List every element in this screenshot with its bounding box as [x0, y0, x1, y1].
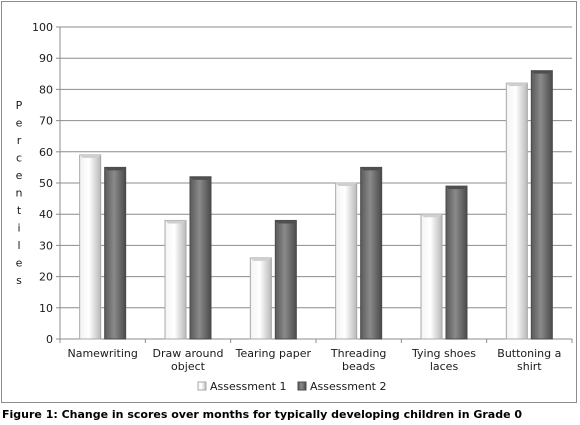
- bar-top-bevel: [275, 220, 297, 224]
- x-category-label: beads: [342, 360, 375, 373]
- bar-assessment-2: [530, 70, 553, 340]
- legend-label: Assessment 1: [210, 380, 286, 393]
- bar-assessment-2: [189, 176, 212, 340]
- x-category-label: Tearing paper: [235, 347, 312, 360]
- y-axis-title-letter: t: [17, 204, 22, 217]
- bar-assessment-1: [164, 219, 187, 340]
- bar-assessment-1: [420, 213, 443, 340]
- x-category-label: object: [171, 360, 206, 373]
- x-category-label: shirt: [517, 360, 542, 373]
- axis-labels: 0 10 20 30 40 50 60 70 80 90 100 Namewriting Draw ar…: [16, 21, 562, 373]
- y-axis-title-letter: l: [17, 239, 20, 252]
- bar-top-bevel: [79, 154, 101, 158]
- x-category-label: Tying shoes: [411, 347, 476, 360]
- axes: [56, 26, 573, 343]
- y-axis-title-letter: n: [16, 187, 23, 200]
- legend-swatch: [197, 381, 207, 391]
- chart-frame: 0 10 20 30 40 50 60 70 80 90 100 Namewriting Draw ar…: [1, 1, 577, 403]
- legend-swatch: [297, 381, 307, 391]
- y-tick-label: 0: [46, 333, 53, 346]
- bar-assessment-2: [445, 185, 468, 340]
- bar-assessment-2: [274, 219, 297, 340]
- bar-chart: 0 10 20 30 40 50 60 70 80 90 100 Namewriting Draw ar…: [16, 21, 573, 393]
- y-axis-title-letter: e: [16, 169, 23, 182]
- figure-caption: Figure 1: Change in scores over months f…: [2, 408, 523, 421]
- bar-top-bevel: [335, 183, 357, 186]
- bar-top-bevel: [104, 167, 126, 171]
- bar-top-bevel: [190, 176, 211, 180]
- bar-assessment-2: [104, 166, 127, 340]
- bar-assessment-1: [79, 154, 102, 340]
- y-tick-label: 70: [39, 115, 53, 128]
- bar-top-bevel: [421, 214, 442, 218]
- x-category-label: laces: [430, 360, 459, 373]
- y-tick-label: 20: [39, 271, 53, 284]
- y-tick-label: 50: [39, 177, 53, 190]
- y-axis-title-letter: P: [16, 99, 23, 112]
- gridlines: [60, 26, 572, 309]
- y-axis-title-letter: i: [17, 222, 20, 235]
- x-category-label: Namewriting: [67, 347, 137, 360]
- y-tick-label: 40: [39, 208, 53, 221]
- x-category-label: Buttoning a: [497, 347, 561, 360]
- bar-assessment-1: [335, 182, 358, 340]
- y-tick-label: 80: [39, 83, 53, 96]
- bar-top-bevel: [250, 257, 272, 261]
- legend-label: Assessment 2: [310, 380, 386, 393]
- y-axis-title-letter: e: [16, 117, 23, 130]
- y-tick-label: 60: [39, 146, 53, 159]
- bars: [79, 70, 553, 340]
- bar-assessment-2: [360, 166, 383, 340]
- y-tick-label: 10: [39, 302, 53, 315]
- bar-top-bevel: [506, 83, 528, 87]
- y-axis-title-letter: s: [16, 274, 22, 287]
- y-tick-label: 90: [39, 52, 53, 65]
- bar-assessment-1: [249, 257, 272, 340]
- y-tick-label: 100: [32, 21, 53, 34]
- x-category-label: Draw around: [153, 347, 224, 360]
- y-tick-label: 30: [39, 239, 53, 252]
- x-category-label: Threading: [330, 347, 386, 360]
- bar-top-bevel: [360, 167, 382, 171]
- legend: Assessment 1 Assessment 2: [197, 380, 386, 393]
- y-axis-title-letter: e: [16, 257, 23, 270]
- bar-top-bevel: [165, 220, 186, 224]
- bar-top-bevel: [531, 70, 553, 74]
- y-axis-title-letter: r: [17, 134, 22, 147]
- y-axis-title-letter: c: [16, 152, 22, 165]
- bar-assessment-1: [505, 82, 528, 340]
- bar-top-bevel: [446, 186, 467, 190]
